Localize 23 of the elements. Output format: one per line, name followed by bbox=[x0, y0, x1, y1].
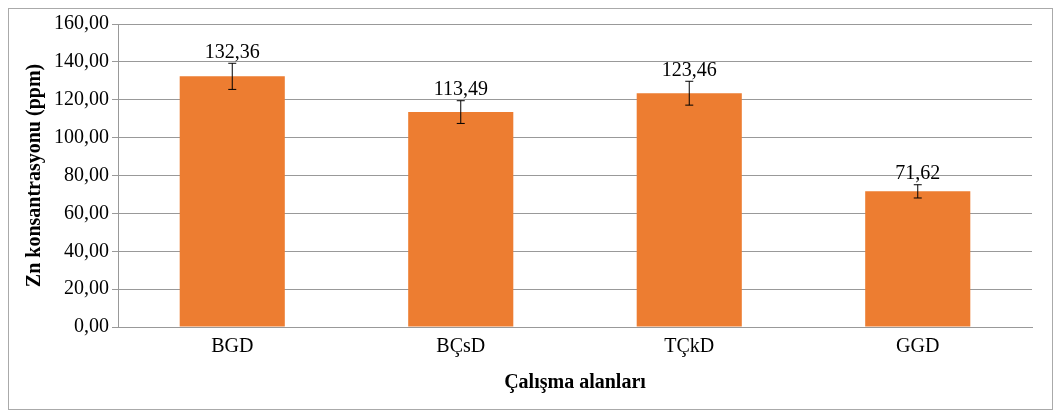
data-label: 123,46 bbox=[661, 57, 717, 80]
y-axis-title: Zn konsantrasyonu (ppm) bbox=[22, 63, 46, 288]
x-tick-label: BGD bbox=[211, 334, 254, 357]
x-tick-label: TÇkD bbox=[664, 334, 715, 358]
x-tick-label: BÇsD bbox=[436, 334, 486, 358]
y-tick-label: 40,00 bbox=[64, 238, 109, 261]
x-tick-label: GGD bbox=[896, 334, 940, 357]
y-tick-label: 0,00 bbox=[74, 314, 109, 337]
y-tick-label: 100,00 bbox=[54, 124, 109, 147]
bar bbox=[636, 93, 742, 327]
x-axis-title: Çalışma alanları bbox=[504, 370, 647, 394]
y-tick-label: 140,00 bbox=[54, 49, 109, 72]
data-label: 71,62 bbox=[895, 160, 941, 183]
y-tick-label: 60,00 bbox=[64, 200, 109, 223]
bar bbox=[865, 191, 971, 327]
data-label: 113,49 bbox=[433, 76, 488, 99]
bar bbox=[408, 112, 514, 327]
bar bbox=[179, 76, 285, 327]
y-tick-label: 120,00 bbox=[54, 87, 109, 109]
data-label: 132,36 bbox=[204, 39, 260, 62]
y-tick-label: 80,00 bbox=[64, 162, 109, 185]
y-tick-label: 20,00 bbox=[64, 276, 109, 299]
y-tick-label: 160,00 bbox=[54, 11, 109, 34]
